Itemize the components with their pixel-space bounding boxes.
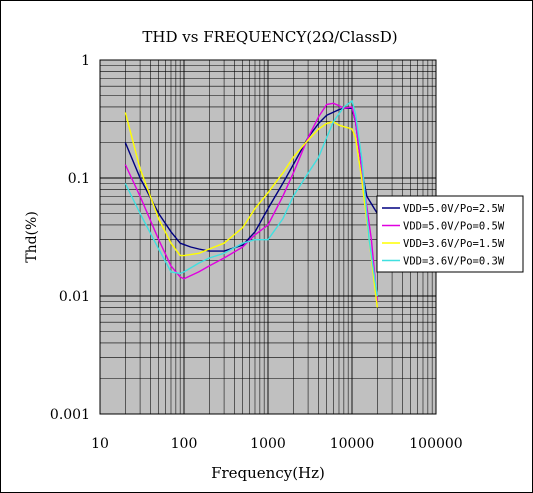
x-tick-label: 100000 — [409, 436, 462, 452]
legend-entry: VDD=5.0V/Po=0.5W — [403, 221, 505, 233]
y-axis-label: Thd(%) — [24, 211, 40, 263]
legend: VDD=5.0V/Po=2.5W VDD=5.0V/Po=0.5W VDD=3.6V… — [376, 195, 524, 273]
x-tick-label: 100 — [171, 436, 198, 452]
y-tick-label: 0.01 — [59, 289, 90, 305]
series-group — [124, 100, 378, 308]
y-tick-label: 0.001 — [50, 407, 90, 423]
series-line-3 — [124, 112, 378, 308]
x-tick-label: 10 — [91, 436, 109, 452]
x-tick-label: 1000 — [250, 436, 286, 452]
legend-box — [376, 195, 524, 273]
x-tick-labels: 10 100 1000 10000 100000 — [91, 436, 463, 452]
y-tick-label: 1 — [81, 53, 90, 69]
series-line-4 — [124, 100, 378, 297]
x-tick-label: 10000 — [330, 436, 375, 452]
grid-lines — [99, 60, 436, 415]
legend-entry: VDD=3.6V/Po=1.5W — [403, 238, 505, 250]
y-tick-label: 0.1 — [68, 171, 90, 187]
legend-entry: VDD=5.0V/Po=2.5W — [403, 203, 505, 215]
y-tick-labels: 1 0.1 0.01 0.001 — [50, 53, 90, 423]
legend-entry: VDD=3.6V/Po=0.3W — [403, 256, 505, 268]
series-line-2 — [124, 102, 378, 302]
x-axis-label: Frequency(Hz) — [211, 464, 325, 482]
chart-title: THD vs FREQUENCY(2Ω/ClassD) — [142, 28, 397, 46]
